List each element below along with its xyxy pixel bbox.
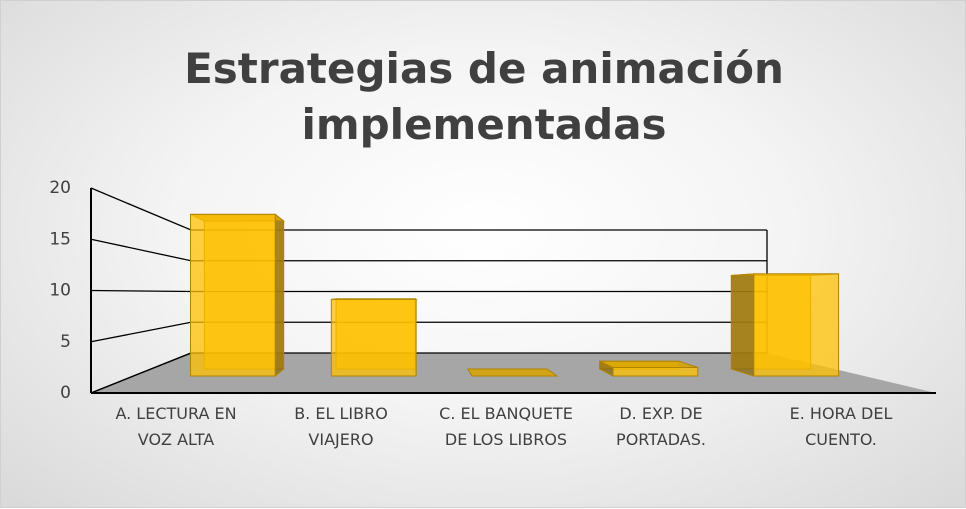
bar <box>599 360 699 377</box>
bar-front <box>189 213 276 377</box>
left-floor-edge <box>90 352 192 394</box>
x-tick-label: E. HORA DEL CUENTO. <box>789 404 893 449</box>
x-tick-label: A. LECTURA EN VOZ ALTA <box>115 404 237 449</box>
x-tick-label: D. EXP. DE PORTADAS. <box>616 404 706 449</box>
x-tick-label: C. EL BANQUETE DE LOS LIBROS <box>439 404 573 449</box>
bar-side <box>274 213 285 378</box>
bar-front <box>612 366 699 377</box>
bar-top <box>466 368 559 377</box>
bar <box>330 297 418 377</box>
bar <box>466 368 559 377</box>
y-tick-label: 15 <box>49 229 71 249</box>
y-tick-label: 5 <box>60 332 71 352</box>
bar-top <box>599 360 698 368</box>
chart-title: Estrategias de animación implementadas <box>184 44 784 149</box>
bar-front <box>753 273 840 377</box>
y-tick-label: 10 <box>49 281 71 301</box>
bar-front <box>330 298 417 377</box>
bar-side <box>730 273 755 377</box>
y-tick-label: 20 <box>49 178 71 198</box>
y-tick-label: 0 <box>60 383 71 403</box>
bar <box>730 273 840 377</box>
bar <box>189 213 286 378</box>
x-tick-label: B. EL LIBRO VIAJERO <box>294 404 388 449</box>
